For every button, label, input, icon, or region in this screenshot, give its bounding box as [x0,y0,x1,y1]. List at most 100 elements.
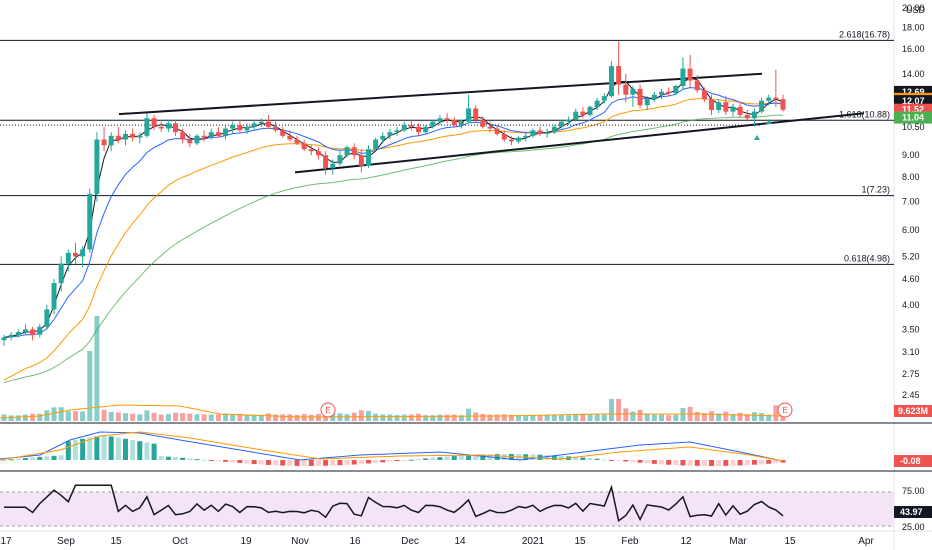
candle-body[interactable] [94,139,100,194]
candle-body[interactable] [766,97,772,101]
candle-body[interactable] [365,149,371,166]
candle-body[interactable] [601,96,607,101]
candle-body[interactable] [330,163,336,168]
candle-body[interactable] [201,135,207,138]
candle-body[interactable] [308,149,314,152]
candle-body[interactable] [494,128,500,134]
candle-body[interactable] [401,125,407,131]
upper-trendline[interactable] [118,72,763,116]
candle-body[interactable] [430,121,436,127]
candle-body[interactable] [8,334,14,338]
candle-body[interactable] [344,147,350,156]
candle-body[interactable] [258,121,264,124]
candle-body[interactable] [737,106,743,115]
candle-body[interactable] [580,111,586,115]
candle-body[interactable] [551,126,557,133]
candle-body[interactable] [394,130,400,133]
candle-body[interactable] [516,137,522,142]
candle-body[interactable] [709,99,715,111]
candle-body[interactable] [108,135,114,146]
candle-body[interactable] [180,132,186,140]
candle-body[interactable] [158,126,164,129]
candle-body[interactable] [744,114,750,119]
candle-body[interactable] [380,135,386,140]
candle-body[interactable] [358,155,364,166]
candle-body[interactable] [523,135,529,138]
price-pane[interactable] [0,0,894,423]
candle-body[interactable] [537,130,543,134]
candle-body[interactable] [566,119,572,122]
candle-body[interactable] [273,126,279,131]
candle-body[interactable] [630,88,636,95]
candle-body[interactable] [165,123,171,129]
candle-body[interactable] [37,326,43,335]
candle-body[interactable] [651,94,657,100]
candle-body[interactable] [251,123,257,127]
candle-body[interactable] [451,119,457,126]
candle-body[interactable] [144,118,150,136]
candle-body[interactable] [1,337,7,341]
candle-body[interactable] [58,263,64,284]
candle-body[interactable] [15,332,21,335]
price-badge[interactable] [894,111,932,124]
candle-body[interactable] [773,97,779,100]
candle-body[interactable] [22,329,28,333]
candle-body[interactable] [373,139,379,150]
candle-body[interactable] [694,80,700,91]
candle-body[interactable] [351,147,357,156]
candle-body[interactable] [558,121,564,127]
candle-body[interactable] [444,118,450,120]
candle-body[interactable] [423,126,429,133]
candle-body[interactable] [80,249,86,257]
candle-body[interactable] [294,139,300,144]
candle-body[interactable] [730,106,736,112]
earnings-marker[interactable] [320,402,336,418]
candle-body[interactable] [208,132,214,138]
candle-body[interactable] [759,100,765,112]
candle-body[interactable] [237,125,243,131]
candle-body[interactable] [115,135,121,140]
candle-body[interactable] [501,133,507,140]
candle-body[interactable] [780,99,786,110]
candle-body[interactable] [458,121,464,126]
candle-body[interactable] [244,126,250,131]
candle-body[interactable] [280,130,286,136]
candle-body[interactable] [223,128,229,136]
candle-body[interactable] [301,143,307,150]
candle-body[interactable] [487,126,493,129]
candle-body[interactable] [587,106,593,115]
candle-body[interactable] [437,118,443,122]
earnings-marker[interactable] [777,402,793,418]
candle-body[interactable] [65,252,71,264]
candle-body[interactable] [408,125,414,127]
candle-body[interactable] [723,102,729,112]
candle-body[interactable] [265,121,271,127]
candle-body[interactable] [687,68,693,81]
candle-body[interactable] [44,309,50,327]
candle-body[interactable] [673,86,679,94]
candle-body[interactable] [137,135,143,138]
candle-body[interactable] [30,329,36,335]
candle-body[interactable] [416,126,422,133]
candle-body[interactable] [666,91,672,94]
candle-body[interactable] [508,139,514,142]
candle-body[interactable] [315,151,321,156]
candle-body[interactable] [659,91,665,95]
candle-body[interactable] [151,118,157,127]
candle-body[interactable] [323,155,329,168]
candle-body[interactable] [215,132,221,136]
candle-body[interactable] [623,84,629,95]
candle-body[interactable] [173,123,179,133]
candle-body[interactable] [637,88,643,106]
candle-body[interactable] [608,66,614,97]
candle-body[interactable] [287,135,293,140]
candle-body[interactable] [51,283,57,310]
candle-body[interactable] [716,102,722,111]
candle-body[interactable] [337,155,343,164]
candle-body[interactable] [466,108,472,122]
candle-body[interactable] [87,193,93,250]
candle-body[interactable] [101,139,107,146]
candle-body[interactable] [230,125,236,129]
candle-body[interactable] [530,130,536,136]
